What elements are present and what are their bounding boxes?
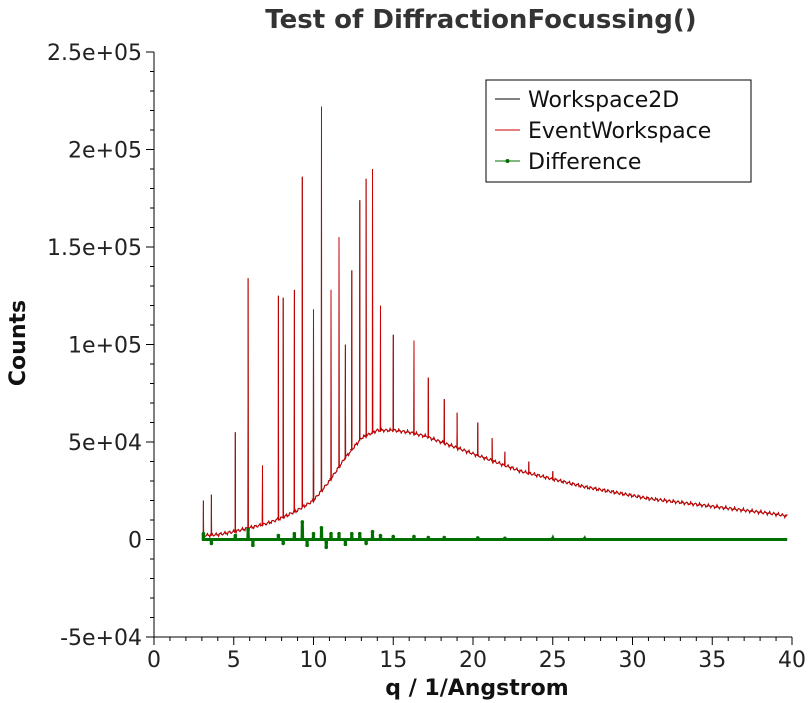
x-tick-label: 40 — [778, 648, 806, 673]
chart-title: Test of DiffractionFocussing() — [265, 5, 696, 35]
difference-marker — [412, 534, 416, 539]
plot-area: 0 5 10 15 20 25 30 35 40 -5e+0405e+041e+051.5e+0… — [47, 41, 806, 673]
y-tick-label: 0 — [128, 529, 142, 554]
difference-marker — [276, 533, 281, 538]
legend-marker — [505, 159, 510, 163]
difference-marker — [337, 531, 341, 536]
y-tick-label: -5e+04 — [60, 626, 142, 651]
legend-label: Difference — [528, 150, 641, 175]
difference-marker — [305, 543, 309, 548]
difference-marker — [582, 536, 587, 541]
difference-marker — [281, 541, 285, 546]
difference-marker — [426, 535, 431, 540]
x-tick-label: 25 — [539, 648, 567, 673]
difference-marker — [370, 529, 375, 534]
difference-marker — [343, 542, 348, 547]
difference-marker — [364, 541, 368, 546]
x-tick-label: 5 — [227, 648, 241, 673]
y-tick-label: 5e+04 — [68, 431, 142, 456]
difference-marker — [503, 536, 507, 541]
x-axis-title: q / 1/Angstrom — [385, 676, 568, 701]
difference-marker — [300, 520, 305, 524]
x-tick-label: 20 — [459, 648, 487, 673]
difference-marker — [246, 527, 250, 532]
difference-marker — [292, 531, 297, 536]
difference-marker — [349, 531, 354, 536]
difference-marker — [357, 531, 362, 536]
series-line-eventworkspace — [201, 106, 788, 539]
y-tick-label: 1.5e+05 — [47, 236, 142, 261]
y-axis-title: Counts — [6, 300, 31, 386]
difference-marker — [378, 533, 383, 538]
legend-label: EventWorkspace — [528, 119, 711, 144]
difference-marker — [209, 541, 214, 546]
difference-marker — [391, 534, 396, 539]
difference-marker — [550, 536, 555, 541]
difference-marker — [319, 526, 324, 530]
difference-marker — [329, 531, 333, 536]
y-tick-label: 2e+05 — [68, 139, 142, 164]
x-tick-label: 0 — [147, 648, 161, 673]
x-axis: 0 5 10 15 20 25 30 35 40 — [147, 636, 806, 673]
y-axis: -5e+04 0 5e+04 1e+05 1.5e+05 2e+05 2.5e+05 — [47, 41, 155, 651]
difference-marker — [475, 536, 480, 540]
difference-marker — [442, 535, 447, 540]
difference-marker — [201, 531, 206, 536]
difference-marker — [233, 533, 238, 538]
y-tick-label: 2.5e+05 — [47, 41, 142, 66]
legend-box — [485, 79, 752, 183]
difference-marker — [324, 545, 329, 550]
y-tick-label: 1e+05 — [68, 334, 142, 359]
legend-label: Workspace2D — [528, 88, 679, 113]
legend: Workspace2D EventWorkspace Difference — [485, 79, 752, 183]
legend-items: Workspace2D EventWorkspace Difference — [495, 88, 711, 175]
x-tick-label: 30 — [619, 648, 647, 673]
x-tick-label: 10 — [300, 648, 328, 673]
x-tick-label: 35 — [698, 648, 726, 673]
x-tick-label: 15 — [379, 648, 407, 673]
difference-marker — [251, 543, 255, 548]
difference-marker — [311, 531, 316, 536]
series-layer — [201, 106, 788, 550]
